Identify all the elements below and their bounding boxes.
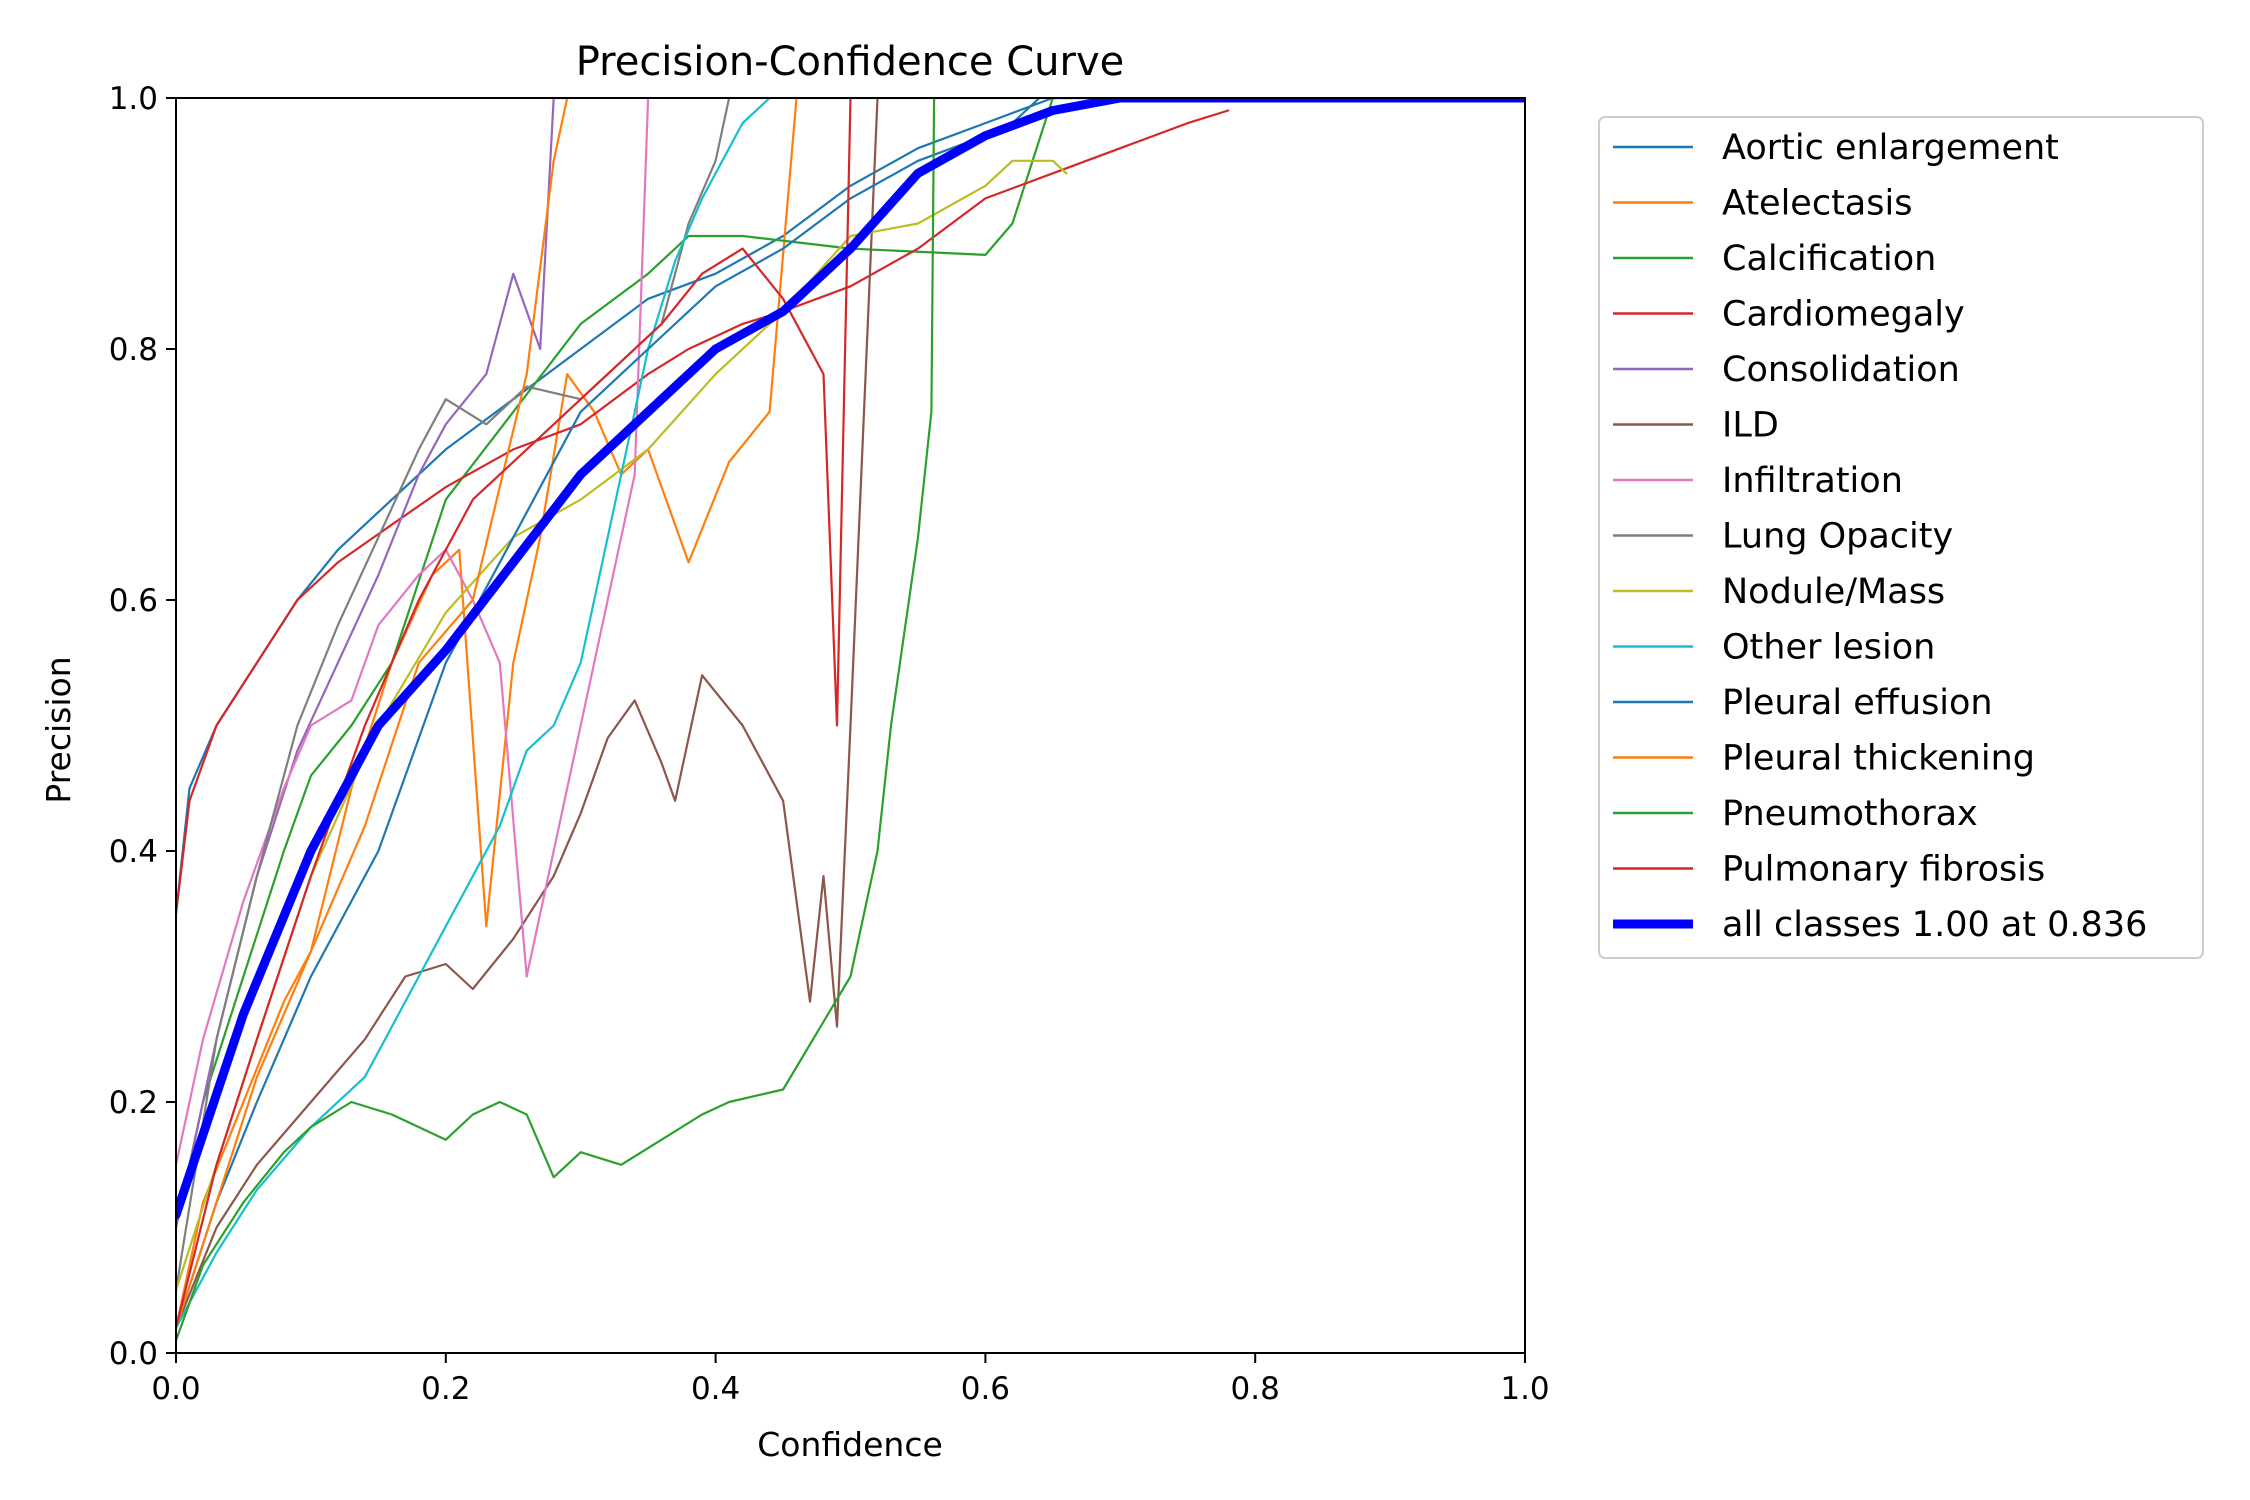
legend-label: Infiltration [1722, 461, 1903, 501]
x-tick-label: 0.6 [961, 1371, 1010, 1407]
legend-label: Nodule/Mass [1722, 572, 1945, 612]
x-tick-label: 1.0 [1500, 1371, 1549, 1407]
series-line-pleural-thickening [176, 98, 569, 1329]
x-tick-label: 0.2 [421, 1371, 470, 1407]
x-tick-label: 0.0 [151, 1371, 200, 1407]
y-tick-label: 1.0 [109, 81, 158, 117]
series-line-pulmonary-fibrosis [176, 98, 852, 1329]
x-tick-label: 0.4 [691, 1371, 740, 1407]
legend: Aortic enlargement Atelectasis Calcificati… [1598, 116, 2204, 959]
series-line-all-classes-1-00-at-0-836 [176, 98, 1525, 1220]
y-tick-label: 0.2 [109, 1085, 158, 1121]
series-line-calcification [176, 98, 1525, 1229]
legend-label: Other lesion [1722, 628, 1935, 668]
legend-label: Atelectasis [1722, 184, 1912, 224]
legend-label: Lung Opacity [1722, 517, 1953, 557]
legend-label: Pleural effusion [1722, 683, 1993, 723]
series-line-other-lesion [176, 98, 771, 1329]
series-line-atelectasis [176, 98, 1525, 1329]
plot-frame [175, 97, 1526, 1354]
legend-label: ILD [1722, 406, 1779, 446]
y-axis-ticks: 0.0 0.2 0.4 0.6 0.8 1.0 [109, 81, 176, 1372]
legend-label: Pulmonary fibrosis [1722, 850, 2045, 890]
legend-label: Pleural thickening [1722, 739, 2035, 779]
x-tick-label: 0.8 [1231, 1371, 1280, 1407]
series-line-cardiomegaly [176, 109, 1230, 915]
x-axis-label: Confidence [757, 1425, 943, 1464]
legend-label: Cardiomegaly [1722, 295, 1965, 335]
legend-label: all classes 1.00 at 0.836 [1722, 905, 2147, 945]
x-axis-ticks: 0.0 0.2 0.4 0.6 0.8 1.0 [151, 1353, 1550, 1407]
y-tick-label: 0.8 [109, 332, 158, 368]
series-layer [176, 98, 1525, 1342]
series-line-ild [176, 98, 879, 1329]
legend-label: Aortic enlargement [1722, 128, 2059, 168]
y-tick-label: 0.4 [109, 834, 158, 870]
legend-box [1598, 116, 2204, 959]
y-tick-label: 0.0 [109, 1336, 158, 1372]
legend-label: Calcification [1722, 239, 1936, 279]
series-line-pneumothorax [176, 98, 936, 1342]
chart-title: Precision-Confidence Curve [576, 39, 1125, 85]
series-line-pleural-effusion [176, 98, 1041, 1329]
legend-label: Pneumothorax [1722, 794, 1978, 834]
y-tick-label: 0.6 [109, 583, 158, 619]
y-axis-label: Precision [39, 656, 78, 803]
series-line-lung-opacity [176, 98, 731, 1292]
legend-label: Consolidation [1722, 350, 1960, 390]
